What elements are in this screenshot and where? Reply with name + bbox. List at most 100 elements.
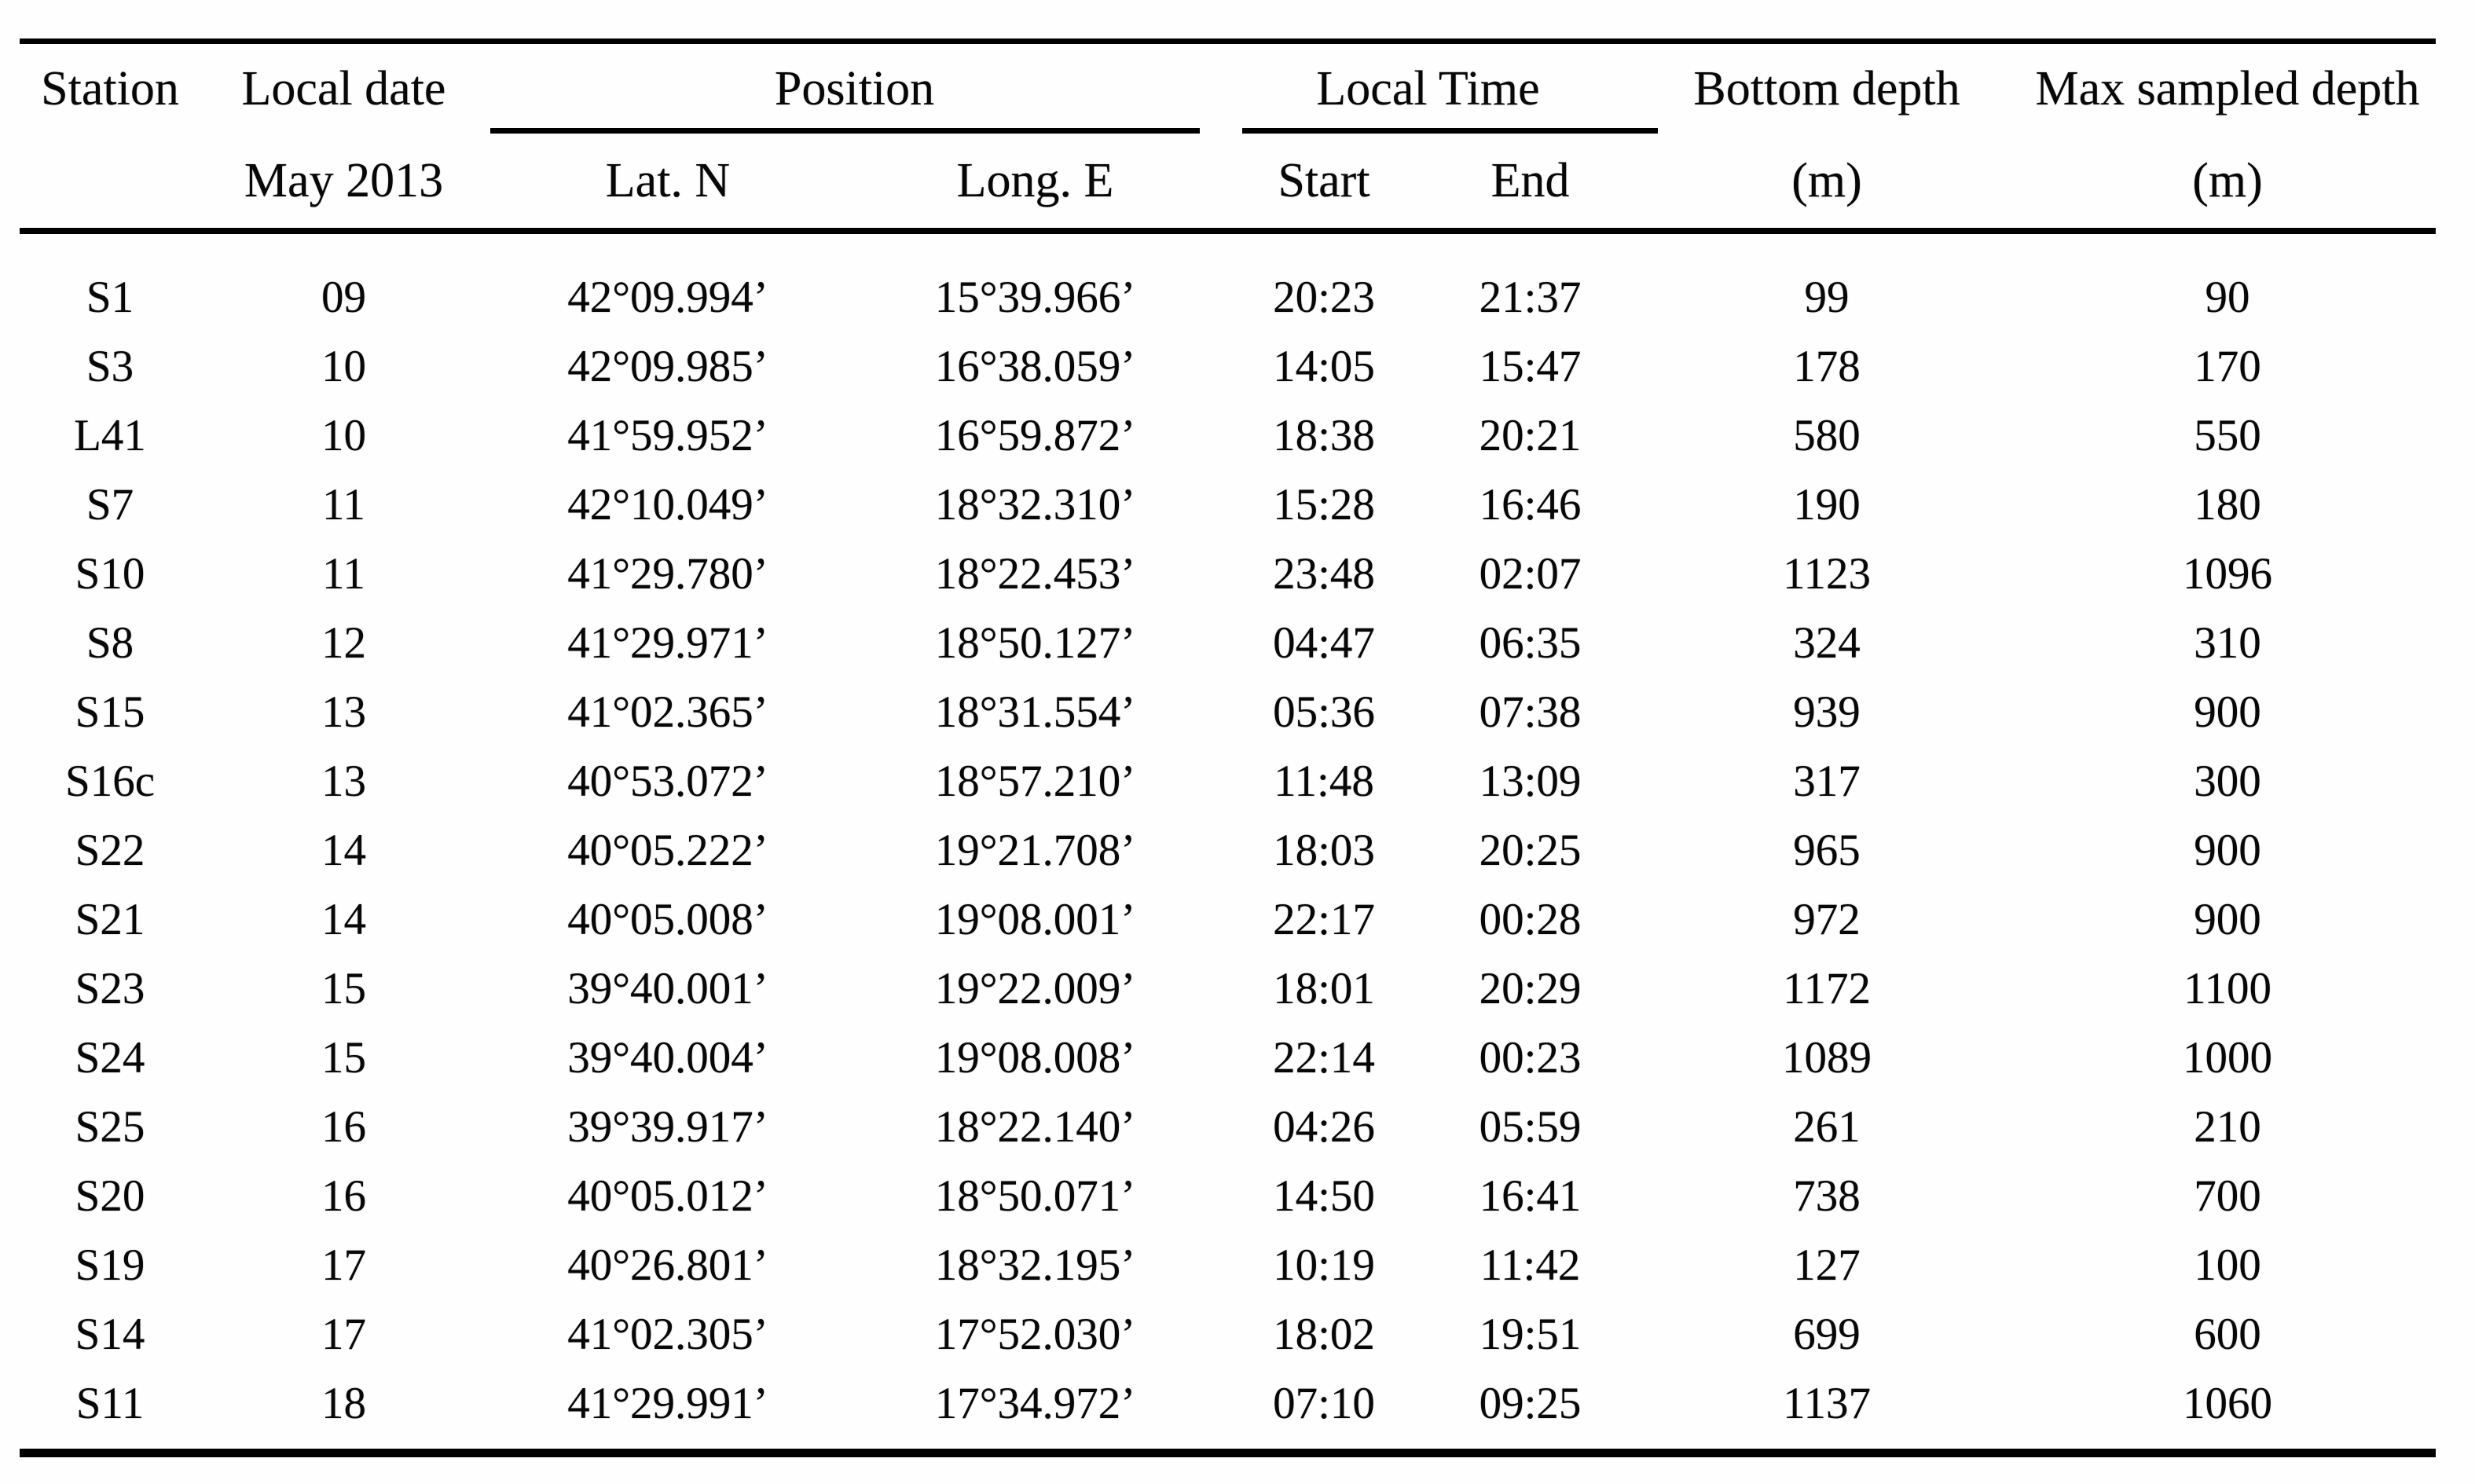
cell-start-time: 22:14 <box>1273 1032 1375 1083</box>
cell-lat: 40°26.801’ <box>567 1240 768 1290</box>
table-row: S21 14 40°05.008’ 19°08.001’ 22:17 00:28… <box>20 885 2436 954</box>
cell-station: S19 <box>75 1240 145 1290</box>
cell-start-time: 04:26 <box>1273 1101 1375 1152</box>
cell-lat: 41°02.365’ <box>567 687 768 737</box>
cell-start-time: 20:23 <box>1273 272 1375 322</box>
cell-station: S21 <box>75 894 145 944</box>
cell-long: 18°50.071’ <box>934 1171 1136 1221</box>
col-subheader-month: May 2013 <box>200 134 487 234</box>
cell-local-date: 17 <box>321 1240 366 1290</box>
cell-lat: 41°29.780’ <box>567 548 768 599</box>
cell-long: 18°31.554’ <box>934 687 1136 737</box>
cell-end-time: 13:09 <box>1479 756 1582 806</box>
cell-lat: 41°29.991’ <box>567 1378 768 1428</box>
cell-bottom-depth: 178 <box>1793 341 1861 391</box>
cell-max-sampled-depth: 170 <box>2194 341 2261 391</box>
cell-max-sampled-depth: 1100 <box>2184 963 2272 1013</box>
cell-local-date: 13 <box>321 756 366 806</box>
cell-end-time: 16:41 <box>1479 1171 1582 1221</box>
position-label: Position <box>774 61 935 115</box>
local-time-spanner-rule <box>1242 128 1659 134</box>
cell-end-time: 19:51 <box>1479 1309 1582 1359</box>
cell-max-sampled-depth: 100 <box>2194 1240 2261 1290</box>
cell-long: 19°21.708’ <box>934 825 1136 875</box>
col-subheader-station-empty <box>20 134 200 234</box>
table-row: S8 12 41°29.971’ 18°50.127’ 04:47 06:35 … <box>20 608 2436 677</box>
col-subheader-start: Start <box>1222 134 1427 234</box>
cell-max-sampled-depth: 900 <box>2194 687 2261 737</box>
cell-long: 19°22.009’ <box>934 963 1136 1013</box>
cell-max-sampled-depth: 700 <box>2194 1171 2261 1221</box>
cell-max-sampled-depth: 300 <box>2194 756 2261 806</box>
cell-start-time: 15:28 <box>1273 479 1375 529</box>
table-row: L41 10 41°59.952’ 16°59.872’ 18:38 20:21… <box>20 401 2436 470</box>
cell-long: 15°39.966’ <box>934 272 1136 322</box>
cell-end-time: 20:21 <box>1479 410 1582 460</box>
cell-local-date: 18 <box>321 1378 366 1428</box>
cell-bottom-depth: 939 <box>1793 687 1861 737</box>
cell-end-time: 02:07 <box>1479 548 1582 599</box>
col-header-bottom-depth: Bottom depth <box>1693 61 1960 115</box>
col-subheader-end: End <box>1426 134 1635 234</box>
cell-station: S20 <box>75 1171 145 1221</box>
cell-long: 17°34.972’ <box>934 1378 1136 1428</box>
cell-lat: 40°05.008’ <box>567 894 768 944</box>
local-time-label: Local Time <box>1316 61 1540 115</box>
cell-start-time: 10:19 <box>1273 1240 1375 1290</box>
cell-start-time: 18:03 <box>1273 825 1375 875</box>
station-table-body: S1 09 42°09.994’ 15°39.966’ 20:23 21:37 … <box>20 231 2436 1453</box>
cell-lat: 41°29.971’ <box>567 617 768 668</box>
cell-local-date: 17 <box>321 1309 366 1359</box>
cell-long: 16°38.059’ <box>934 341 1136 391</box>
cell-long: 17°52.030’ <box>934 1309 1136 1359</box>
cell-end-time: 21:37 <box>1479 272 1582 322</box>
col-header-local-time: Local Time <box>1222 42 1659 134</box>
cell-local-date: 10 <box>321 341 366 391</box>
cell-bottom-depth: 580 <box>1793 410 1861 460</box>
table-row: S25 16 39°39.917’ 18°22.140’ 04:26 05:59… <box>20 1092 2436 1161</box>
cell-max-sampled-depth: 550 <box>2194 410 2261 460</box>
col-subheader-long: Long. E <box>849 134 1223 234</box>
cell-max-sampled-depth: 180 <box>2194 479 2261 529</box>
cell-start-time: 04:47 <box>1273 617 1375 668</box>
cell-station: S7 <box>86 479 134 529</box>
table-row: S16c 13 40°53.072’ 18°57.210’ 11:48 13:0… <box>20 746 2436 815</box>
cell-lat: 40°53.072’ <box>567 756 768 806</box>
cell-end-time: 20:29 <box>1479 963 1582 1013</box>
cell-max-sampled-depth: 310 <box>2194 617 2261 668</box>
cell-lat: 42°09.985’ <box>567 341 768 391</box>
table-row: S7 11 42°10.049’ 18°32.310’ 15:28 16:46 … <box>20 470 2436 539</box>
cell-max-sampled-depth: 1060 <box>2183 1378 2273 1428</box>
cell-long: 18°57.210’ <box>934 756 1136 806</box>
cell-start-time: 05:36 <box>1273 687 1375 737</box>
cell-end-time: 09:25 <box>1479 1378 1582 1428</box>
cell-station: S25 <box>75 1101 145 1152</box>
cell-lat: 39°40.004’ <box>567 1032 768 1083</box>
cell-long: 18°32.310’ <box>934 479 1136 529</box>
cell-local-date: 16 <box>321 1171 366 1221</box>
cell-start-time: 23:48 <box>1273 548 1375 599</box>
table-row: S22 14 40°05.222’ 19°21.708’ 18:03 20:25… <box>20 815 2436 885</box>
cell-bottom-depth: 738 <box>1793 1171 1861 1221</box>
cell-end-time: 00:23 <box>1479 1032 1582 1083</box>
cell-local-date: 14 <box>321 894 366 944</box>
cell-lat: 40°05.012’ <box>567 1171 768 1221</box>
cell-lat: 41°02.305’ <box>567 1309 768 1359</box>
cell-max-sampled-depth: 90 <box>2205 272 2250 322</box>
cell-start-time: 11:48 <box>1274 756 1374 806</box>
cell-start-time: 22:17 <box>1273 894 1375 944</box>
cell-station: S8 <box>86 617 134 668</box>
cell-max-sampled-depth: 600 <box>2194 1309 2261 1359</box>
cell-local-date: 11 <box>322 548 365 599</box>
cell-station: S1 <box>86 272 134 322</box>
position-spanner-rule <box>490 128 1201 134</box>
station-table: Station Local date Position Local Time B… <box>20 38 2436 1457</box>
table-row: S14 17 41°02.305’ 17°52.030’ 18:02 19:51… <box>20 1299 2436 1369</box>
cell-long: 18°22.453’ <box>934 548 1136 599</box>
table-row: S10 11 41°29.780’ 18°22.453’ 23:48 02:07… <box>20 539 2436 608</box>
cell-station: S10 <box>75 548 145 599</box>
cell-lat: 39°39.917’ <box>567 1101 768 1152</box>
cell-max-sampled-depth: 900 <box>2194 825 2261 875</box>
cell-bottom-depth: 127 <box>1793 1240 1861 1290</box>
cell-end-time: 20:25 <box>1479 825 1582 875</box>
